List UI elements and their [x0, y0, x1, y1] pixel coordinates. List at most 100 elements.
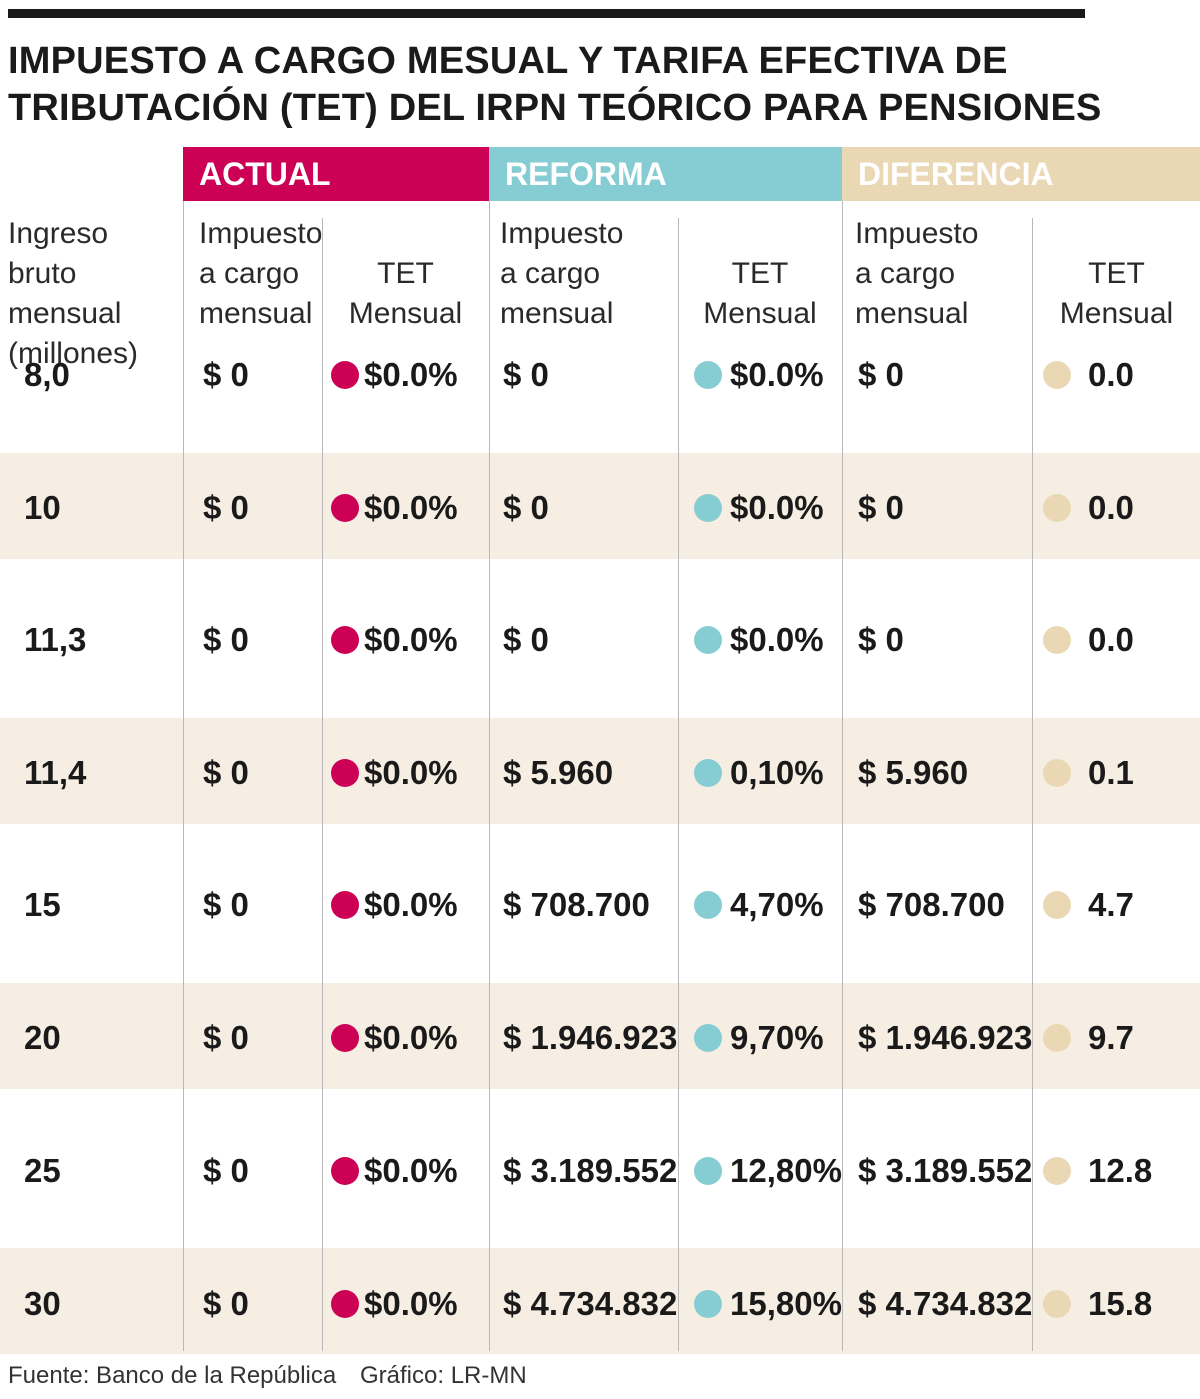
cell-reforma-tet: 4,70%: [730, 886, 824, 923]
diferencia-dot-icon: [1043, 361, 1071, 389]
reforma-dot-icon: [694, 361, 722, 389]
cell-diferencia-tet: 9.7: [1088, 1019, 1134, 1056]
group-header-diferencia: DIFERENCIA: [842, 147, 1200, 201]
group-header-actual: ACTUAL: [183, 147, 489, 201]
actual-dot-icon: [331, 759, 359, 787]
table-row: 10 $ 0 $0.0% $ 0 $0.0% $ 0 0.0: [0, 478, 1200, 538]
table-row: 15 $ 0 $0.0% $ 708.700 4,70% $ 708.700 4…: [0, 875, 1200, 935]
cell-ingreso: 10: [24, 489, 61, 526]
column-divider: [489, 201, 490, 1351]
reforma-dot-icon: [694, 1157, 722, 1185]
header-reforma-impuesto: Impuesto a cargo mensual: [500, 217, 624, 330]
reforma-dot-icon: [694, 1024, 722, 1052]
column-divider: [678, 218, 679, 1351]
diferencia-dot-icon: [1043, 1290, 1071, 1318]
actual-dot-icon: [331, 494, 359, 522]
cell-reforma-impuesto: $ 3.189.552: [503, 1152, 678, 1189]
actual-dot-icon: [331, 891, 359, 919]
top-rule: [8, 9, 1085, 18]
column-divider: [183, 201, 184, 1351]
header-actual-tet: TET Mensual: [348, 257, 463, 330]
cell-diferencia-tet: 0.0: [1088, 356, 1134, 393]
column-divider: [842, 201, 843, 1351]
source-credit: Fuente: Banco de la República: [8, 1362, 337, 1389]
cell-diferencia-impuesto: $ 5.960: [858, 754, 969, 791]
cell-reforma-tet: 9,70%: [730, 1019, 824, 1056]
cell-ingreso: 25: [24, 1152, 61, 1189]
header-reforma-tet: TET Mensual: [703, 257, 817, 330]
diferencia-dot-icon: [1043, 759, 1071, 787]
cell-reforma-impuesto: $ 0: [503, 489, 549, 526]
cell-actual-tet: $0.0%: [364, 356, 458, 393]
cell-reforma-tet: $0.0%: [730, 621, 824, 658]
reforma-dot-icon: [694, 626, 722, 654]
column-divider: [1032, 218, 1033, 1351]
header-diferencia-impuesto: Impuesto a cargo mensual: [855, 217, 979, 330]
cell-diferencia-impuesto: $ 4.734.832: [858, 1285, 1033, 1322]
actual-dot-icon: [331, 1024, 359, 1052]
cell-actual-impuesto: $ 0: [203, 1019, 249, 1056]
table-row: 20 $ 0 $0.0% $ 1.946.923 9,70% $ 1.946.9…: [0, 1008, 1200, 1068]
cell-ingreso: 30: [24, 1285, 61, 1322]
actual-dot-icon: [331, 626, 359, 654]
group-header-reforma: REFORMA: [489, 147, 842, 201]
cell-reforma-tet: $0.0%: [730, 489, 824, 526]
cell-reforma-impuesto: $ 0: [503, 621, 549, 658]
cell-ingreso: 11,4: [24, 754, 87, 791]
reforma-dot-icon: [694, 1290, 722, 1318]
cell-actual-impuesto: $ 0: [203, 621, 249, 658]
cell-reforma-impuesto: $ 5.960: [503, 754, 614, 791]
cell-diferencia-tet: 0.0: [1088, 621, 1134, 658]
cell-actual-impuesto: $ 0: [203, 356, 249, 393]
row-band: [0, 453, 1200, 559]
header-ingreso: Ingreso bruto mensual (millones): [8, 217, 139, 370]
row-band: [0, 718, 1200, 824]
cell-reforma-impuesto: $ 4.734.832: [503, 1285, 678, 1322]
column-divider: [322, 218, 323, 1351]
cell-ingreso: 20: [24, 1019, 61, 1056]
table-row: 11,3 $ 0 $0.0% $ 0 $0.0% $ 0 0.0: [0, 610, 1200, 670]
cell-diferencia-impuesto: $ 1.946.923: [858, 1019, 1033, 1056]
reforma-dot-icon: [694, 891, 722, 919]
cell-reforma-tet: 0,10%: [730, 754, 824, 791]
cell-actual-tet: $0.0%: [364, 489, 458, 526]
cell-diferencia-tet: 0.0: [1088, 489, 1134, 526]
cell-actual-impuesto: $ 0: [203, 754, 249, 791]
table-row: 11,4 $ 0 $0.0% $ 5.960 0,10% $ 5.960 0.1: [0, 743, 1200, 803]
cell-actual-tet: $0.0%: [364, 886, 458, 923]
diferencia-dot-icon: [1043, 891, 1071, 919]
cell-actual-tet: $0.0%: [364, 1152, 458, 1189]
cell-reforma-tet: $0.0%: [730, 356, 824, 393]
cell-reforma-tet: 15,80%: [730, 1285, 842, 1322]
diferencia-dot-icon: [1043, 1024, 1071, 1052]
cell-diferencia-impuesto: $ 0: [858, 356, 904, 393]
cell-reforma-impuesto: $ 708.700: [503, 886, 650, 923]
cell-diferencia-impuesto: $ 0: [858, 621, 904, 658]
page-title: IMPUESTO A CARGO MESUAL Y TARIFA EFECTIV…: [8, 40, 1102, 129]
cell-reforma-impuesto: $ 1.946.923: [503, 1019, 678, 1056]
table-row: 30 $ 0 $0.0% $ 4.734.832 15,80% $ 4.734.…: [0, 1274, 1200, 1334]
row-band: [0, 1248, 1200, 1354]
cell-ingreso: 8,0: [24, 356, 70, 393]
cell-actual-impuesto: $ 0: [203, 886, 249, 923]
cell-diferencia-tet: 15.8: [1088, 1285, 1153, 1322]
cell-actual-impuesto: $ 0: [203, 489, 249, 526]
reforma-dot-icon: [694, 494, 722, 522]
cell-actual-tet: $0.0%: [364, 621, 458, 658]
diferencia-dot-icon: [1043, 494, 1071, 522]
header-diferencia-tet: TET Mensual: [1059, 257, 1174, 330]
cell-diferencia-impuesto: $ 708.700: [858, 886, 1005, 923]
table-row: 25 $ 0 $0.0% $ 3.189.552 12,80% $ 3.189.…: [0, 1141, 1200, 1201]
table-row: 8,0 $ 0 $0.0% $ 0 $0.0% $ 0 0.0: [0, 345, 1200, 405]
cell-actual-tet: $0.0%: [364, 754, 458, 791]
row-band: [0, 983, 1200, 1089]
actual-dot-icon: [331, 1290, 359, 1318]
cell-ingreso: 11,3: [24, 621, 87, 658]
cell-actual-tet: $0.0%: [364, 1285, 458, 1322]
cell-reforma-impuesto: $ 0: [503, 356, 549, 393]
cell-diferencia-tet: 4.7: [1088, 886, 1134, 923]
cell-reforma-tet: 12,80%: [730, 1152, 842, 1189]
cell-diferencia-impuesto: $ 0: [858, 489, 904, 526]
actual-dot-icon: [331, 1157, 359, 1185]
cell-diferencia-tet: 12.8: [1088, 1152, 1153, 1189]
